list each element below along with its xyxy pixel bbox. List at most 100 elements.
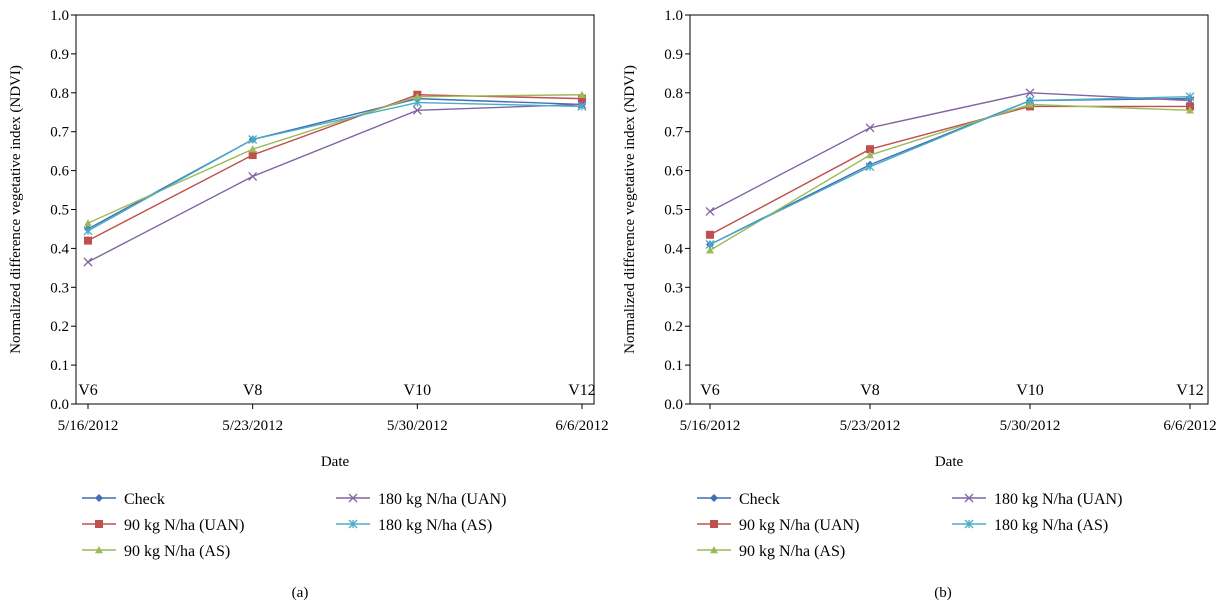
panel-a-y-tick-label: 0.8 [50,86,69,102]
panel-a-series-line-4 [87,101,583,232]
panel-a-series-2-point [84,219,92,227]
panel-b-caption: (b) [934,585,952,601]
panel-b-series-2-point [1186,106,1194,114]
panel-b-y-tick-label: 0.9 [664,47,683,63]
panel-a-y-tick-label: 0.6 [50,164,69,180]
panel-b-y-axis-label: Normalized difference vegetative index (… [622,65,638,354]
panel-a-y-tick-label: 0.2 [50,319,69,335]
panel-a-y-axis-label: Normalized difference vegetative index (… [8,65,24,354]
panel-a-series-line-3 [87,103,583,263]
panel-a-stage-label: V12 [568,382,596,399]
panel-a-x-tick-label: 5/23/2012 [222,418,283,434]
panel-a-legend-label-4: 180 kg N/ha (AS) [378,517,492,534]
panel-b-series-1-point [866,145,874,154]
panel-b-y-tick-label: 0.5 [664,203,683,219]
panel-b-stage-label: V6 [700,382,720,399]
panel-a-x-tick-label: 6/6/2012 [555,418,608,434]
panel-b-series-line-1 [709,105,1190,236]
panel-a-series-3-point [83,257,93,267]
panel-b-legend-label-1: 90 kg N/ha (UAN) [739,517,859,534]
panel-b-y-tick-label: 0.3 [664,280,683,296]
panel-a-stage-label: V10 [404,382,432,399]
panel-b-legend-label-3: 180 kg N/ha (UAN) [994,491,1122,508]
panel-a-y-tick-label: 0.9 [50,47,69,63]
panel-a-legend-label-1: 90 kg N/ha (UAN) [124,517,244,534]
panel-b-y-tick-label: 1.0 [664,8,683,24]
panel-b-legend-marker-3 [964,493,974,503]
panel-b-legend-label-2: 90 kg N/ha (AS) [739,543,845,560]
panel-a-y-tick-label: 0.4 [50,241,69,257]
panel-a-legend-label-2: 90 kg N/ha (AS) [124,543,230,560]
panel-a-series-3-point [412,105,422,115]
panel-b-legend-label-0: Check [739,491,780,508]
panel-a-y-tick-label: 0.0 [50,397,69,413]
panel-b-x-tick-label: 6/6/2012 [1163,418,1216,434]
panel-a-x-tick-label: 5/30/2012 [387,418,448,434]
panel-b-series-3-point [705,206,715,216]
panel-a-series-3-point [248,171,258,181]
panel-b-plot-frame [689,14,1209,405]
panel-a-y-tick-label: 0.3 [50,280,69,296]
panel-b-x-tick-label: 5/16/2012 [680,418,741,434]
panel-b-x-tick-label: 5/30/2012 [1000,418,1061,434]
panel-a-legend-marker-3 [348,493,358,503]
panel-b-series-2-point [866,151,874,159]
panel-b-y-tick-label: 0.0 [664,397,683,413]
panel-b-y-tick-label: 0.8 [664,86,683,102]
panel-b-series-4-point [1185,92,1195,102]
panel-b-y-tick-label: 0.2 [664,319,683,335]
panel-a-caption: (a) [292,585,309,601]
panel-a-series-4-point [412,98,422,107]
panel-b-series-3-point [1025,88,1035,98]
panel-a-x-tick-label: 5/16/2012 [58,418,119,434]
panel-b-legend-marker-0 [710,494,718,502]
panel-b-legend-marker-1 [710,520,718,528]
panel-a-series-1-point [84,236,92,245]
panel-a-legend-marker-4 [348,519,358,529]
panel-a-series-2-point [578,90,586,98]
panel-a-series-4-point [248,135,258,144]
panel-b-series-line-0 [709,97,1191,246]
panel-b-stage-label: V10 [1016,382,1044,399]
panel-b-x-axis-label: Date [935,454,964,470]
panel-b-series-4-point [865,162,875,172]
panel-a-legend-marker-2 [95,546,103,554]
panel-a-x-axis-label: Date [321,454,350,470]
panel-a-y-tick-label: 0.1 [50,358,69,374]
panel-a-y-tick-label: 0.7 [50,125,69,141]
panel-b-series-4-point [705,240,715,249]
panel-b-legend-marker-4 [964,519,974,529]
panel-a-series-line-2 [87,94,583,224]
panel-a-legend-marker-0 [95,494,103,502]
panel-a-series-2-point [413,92,422,100]
panel-a-stage-label: V8 [243,382,263,399]
panel-b-y-tick-label: 0.6 [664,164,683,180]
panel-a-series-2-point [248,145,257,153]
panel-b-y-tick-label: 0.1 [664,358,683,374]
panel-b-legend-label-4: 180 kg N/ha (AS) [994,517,1108,534]
panel-a-legend-marker-1 [95,520,103,528]
panel-a-series-4-point [577,101,587,111]
panel-a-y-tick-label: 0.5 [50,203,69,219]
panel-b-stage-label: V12 [1176,382,1204,399]
panel-a-stage-label: V6 [78,382,98,399]
panel-a-legend-label-3: 180 kg N/ha (UAN) [378,491,506,508]
panel-a-series-line-0 [87,97,583,230]
panel-a-y-tick-label: 1.0 [50,8,69,24]
panel-b-series-4-point [1025,96,1035,106]
panel-a-series-1-point [248,151,257,160]
panel-b-x-tick-label: 5/23/2012 [840,418,901,434]
panel-b-series-1-point [706,230,714,239]
panel-a-series-4-point [83,226,93,236]
panel-a-series-1-point [578,94,586,103]
panel-b-series-2-point [706,246,714,254]
panel-a-plot-frame [75,14,595,405]
panel-b-series-3-point [865,123,875,133]
panel-b-series-line-2 [709,103,1191,251]
panel-b-series-line-4 [709,95,1191,246]
panel-b-y-tick-label: 0.4 [664,241,683,257]
panel-a-legend-label-0: Check [124,491,165,508]
panel-b-stage-label: V8 [860,382,880,399]
panel-a-series-line-1 [87,94,583,242]
